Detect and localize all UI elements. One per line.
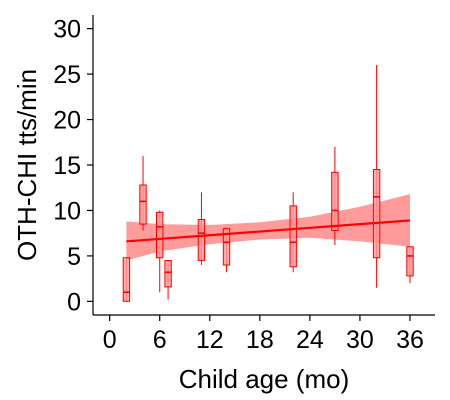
- x-tick-label: 30: [346, 326, 374, 354]
- box-body: [164, 260, 172, 288]
- box-body: [406, 246, 414, 277]
- box-body: [289, 205, 297, 268]
- box-body: [122, 257, 131, 302]
- y-tick-label: 30: [53, 16, 81, 44]
- box-9: [372, 65, 381, 288]
- box-body: [222, 228, 231, 266]
- y-ticks: 0 5 10 15 20 25 30: [53, 16, 93, 316]
- boxes-layer: [122, 65, 414, 302]
- box-body: [372, 169, 381, 259]
- box-body: [156, 211, 164, 259]
- x-axis-title: Child age (mo): [179, 364, 350, 394]
- box-6: [222, 228, 231, 273]
- y-tick-label: 20: [53, 107, 81, 135]
- x-tick-label: 24: [296, 326, 324, 354]
- box-body: [331, 171, 339, 232]
- box-8: [331, 146, 339, 245]
- x-tick-label: 0: [103, 326, 117, 354]
- x-tick-label: 6: [153, 326, 167, 354]
- x-ticks: 0 6 12 18 24 30 36: [103, 315, 424, 354]
- y-axis-title: OTH-CHI tts/min: [12, 69, 42, 261]
- confidence-band-layer: [126, 194, 411, 261]
- x-tick-label: 36: [396, 326, 424, 354]
- y-tick-label: 5: [67, 243, 81, 271]
- y-tick-label: 25: [53, 61, 81, 89]
- y-tick-label: 15: [53, 152, 81, 180]
- box-2: [139, 155, 147, 231]
- box-10: [406, 246, 414, 284]
- box-3: [156, 210, 164, 293]
- box-body: [197, 219, 206, 261]
- x-tick-label: 12: [196, 326, 224, 354]
- box-1: [122, 257, 131, 302]
- x-tick-label: 18: [246, 326, 274, 354]
- box-5: [197, 192, 206, 265]
- box-body: [139, 184, 147, 225]
- box-7: [289, 192, 297, 273]
- box-4: [164, 260, 172, 300]
- y-tick-label: 10: [53, 197, 81, 225]
- y-tick-label: 0: [67, 288, 81, 316]
- confidence-band: [126, 194, 411, 261]
- fit-layer: [126, 219, 411, 243]
- fit-line: [126, 219, 411, 243]
